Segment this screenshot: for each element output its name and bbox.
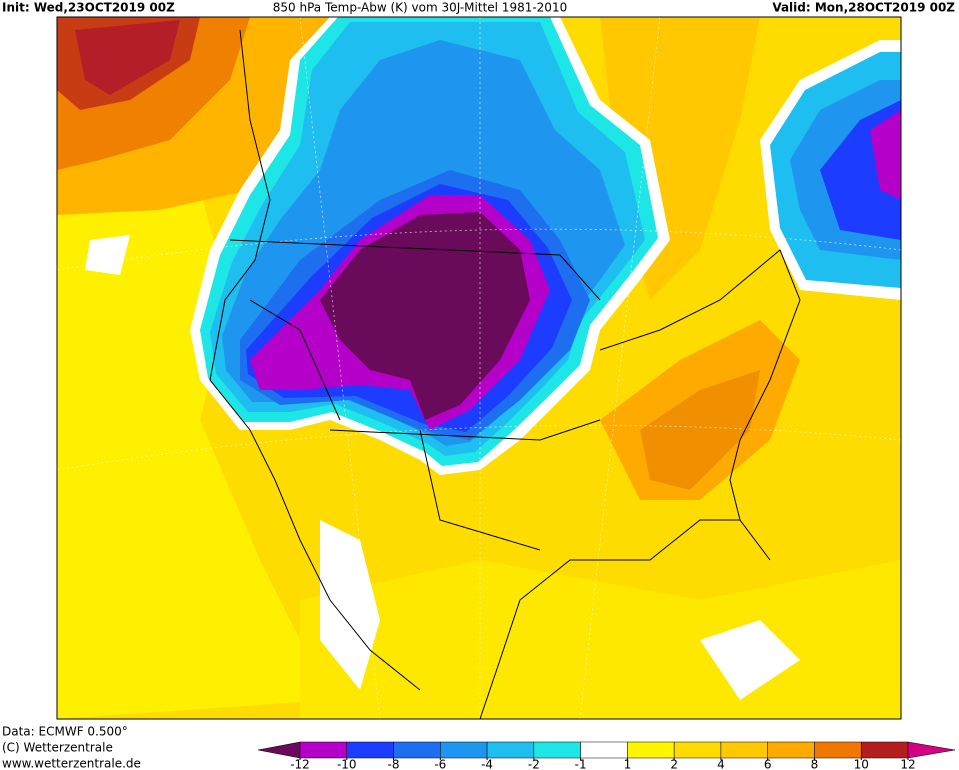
colorbar-segment	[393, 741, 441, 759]
colorbar-tick-label: 8	[811, 758, 819, 770]
colorbar-tick-label: 10	[854, 758, 869, 770]
colorbar-segment	[440, 741, 488, 759]
website: www.wetterzentrale.de	[2, 757, 141, 770]
valid-time: Valid: Mon,28OCT2019 00Z	[772, 1, 955, 15]
colorbar: -12 -10 -8 -6 -4 -2 -1 1 2 4 6 8 10 12	[257, 741, 956, 770]
data-source: Data: ECMWF 0.500°	[2, 725, 128, 739]
colorbar-segment	[860, 741, 909, 759]
colorbar-segment	[486, 741, 535, 759]
copyright: (C) Wetterzentrale	[2, 741, 113, 755]
colorbar-segment	[580, 741, 628, 759]
colorbar-segment	[299, 741, 348, 759]
colorbar-end-low	[257, 741, 301, 759]
colorbar-segment	[673, 741, 722, 759]
colorbar-tick-label: -12	[290, 758, 310, 770]
colorbar-tick-label: 6	[764, 758, 772, 770]
colorbar-segment	[346, 741, 394, 759]
colorbar-segment	[814, 741, 862, 759]
colorbar-segment	[720, 741, 768, 759]
colorbar-tick-label: 1	[624, 758, 632, 770]
colorbar-tick-label: -2	[528, 758, 540, 770]
colorbar-tick-label: -4	[481, 758, 493, 770]
colorbar-tick-label: -8	[388, 758, 400, 770]
colorbar-tick-label: 4	[717, 758, 725, 770]
colorbar-end-high	[907, 741, 956, 759]
init-time: Init: Wed,23OCT2019 00Z	[2, 1, 175, 15]
map-title: 850 hPa Temp-Abw (K) vom 30J-Mittel 1981…	[273, 1, 567, 15]
colorbar-tick-label: 2	[670, 758, 678, 770]
colorbar-tick-label: -1	[575, 758, 587, 770]
colorbar-segment	[627, 741, 675, 759]
colorbar-segment	[533, 741, 581, 759]
map-frame	[56, 16, 902, 720]
colorbar-tick-label: -6	[434, 758, 446, 770]
colorbar-segment	[767, 741, 815, 759]
map	[57, 17, 901, 719]
colorbar-tick-label: -10	[337, 758, 357, 770]
colorbar-tick-label: 12	[900, 758, 915, 770]
